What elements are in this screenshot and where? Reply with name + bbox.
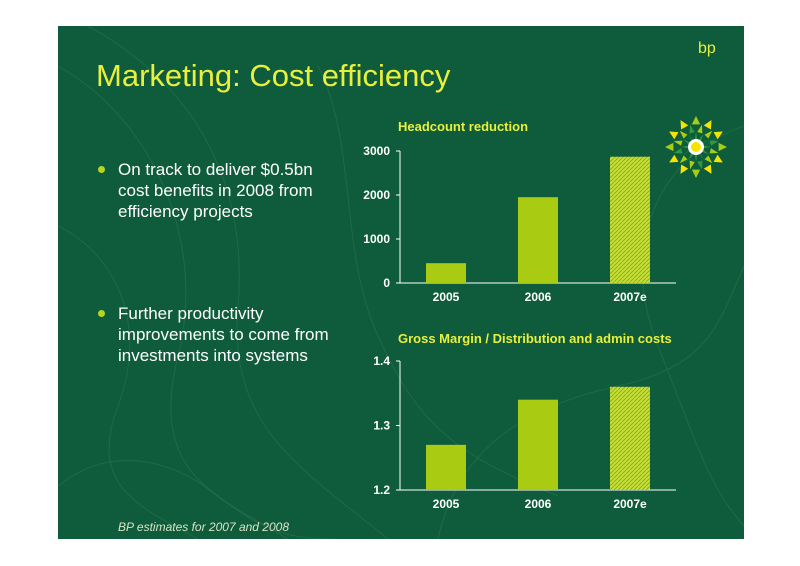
bar (518, 399, 558, 490)
bar (610, 386, 650, 490)
chart-title-headcount: Headcount reduction (398, 119, 529, 134)
slide-title: Marketing: Cost efficiency (96, 58, 451, 93)
bar (426, 444, 466, 490)
y-tick-label: 1.2 (373, 483, 390, 497)
bar (610, 156, 650, 283)
slide: Marketing: Cost efficiency bp On track t… (58, 26, 744, 539)
chart-title-gross-margin: Gross Margin / Distribution and admin co… (398, 331, 672, 346)
footnote: BP estimates for 2007 and 2008 (118, 520, 289, 534)
bullet-dot-icon (98, 166, 105, 173)
bar (518, 197, 558, 283)
bar (426, 263, 466, 283)
x-tick-label: 2007e (613, 497, 647, 511)
y-tick-label: 1.4 (373, 354, 390, 368)
y-tick-label: 0 (383, 276, 390, 290)
bullet-text: Further productivity improvements to com… (118, 304, 329, 365)
y-tick-label: 3000 (363, 144, 390, 158)
y-tick-label: 2000 (363, 188, 390, 202)
x-tick-label: 2005 (433, 290, 460, 304)
x-tick-label: 2005 (433, 497, 460, 511)
bp-helios-logo-icon (665, 116, 727, 178)
x-tick-label: 2006 (525, 290, 552, 304)
bullet-text: On track to deliver $0.5bn cost benefits… (118, 160, 313, 221)
y-tick-label: 1.3 (373, 419, 390, 433)
y-tick-label: 1000 (363, 232, 390, 246)
bar-charts: 0 1000 2000 3000 2005 2006 2007e 1.2 1.3 1.4 2005 2… (363, 144, 676, 511)
bullet-dot-icon (98, 310, 105, 317)
brand-wordmark: bp (698, 40, 716, 57)
x-tick-label: 2007e (613, 290, 647, 304)
x-tick-label: 2006 (525, 497, 552, 511)
